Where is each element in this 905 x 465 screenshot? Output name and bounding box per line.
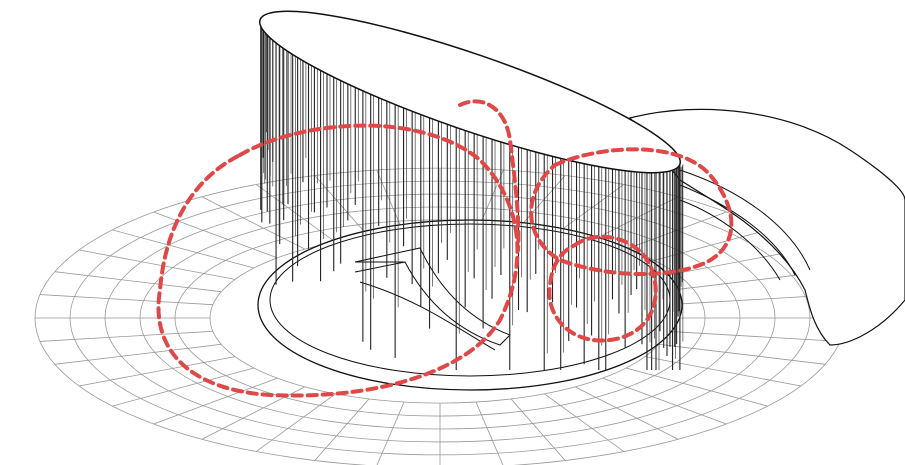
grid-spoke: [39, 330, 213, 342]
grid-spoke: [153, 211, 278, 259]
grid-spoke: [314, 175, 370, 238]
grid-spoke: [475, 401, 504, 465]
grid-spoke: [376, 401, 405, 465]
loop-right: [529, 147, 734, 277]
grid-spoke: [510, 398, 566, 461]
annotation-loops: [156, 99, 734, 398]
grid-spoke: [644, 356, 801, 387]
roof: [258, 10, 682, 174]
grid-spoke: [54, 343, 222, 365]
grid-spoke: [667, 330, 841, 342]
grid-spoke: [602, 377, 727, 425]
grid-spoke: [79, 249, 236, 280]
grid-spoke: [575, 386, 679, 440]
grid-spoke: [376, 169, 405, 235]
grid-spoke: [112, 367, 255, 407]
grid-spoke: [201, 196, 305, 250]
grid-spoke: [625, 367, 768, 407]
grid-spoke: [544, 393, 625, 452]
grid-spoke: [54, 271, 222, 293]
landscape-mound: [628, 108, 905, 346]
grid-spoke: [153, 377, 278, 425]
grid-spoke: [39, 294, 213, 306]
loop-lower: [547, 234, 658, 343]
mound-terrace: [679, 169, 811, 281]
grid-spoke: [644, 249, 801, 280]
grid-spoke: [255, 393, 336, 452]
grid-spoke: [79, 356, 236, 387]
grid-spoke: [112, 229, 255, 269]
grid-spoke: [314, 398, 370, 461]
grid-spoke: [658, 343, 826, 365]
loop-top: [458, 99, 521, 252]
loop-left: [156, 123, 520, 398]
